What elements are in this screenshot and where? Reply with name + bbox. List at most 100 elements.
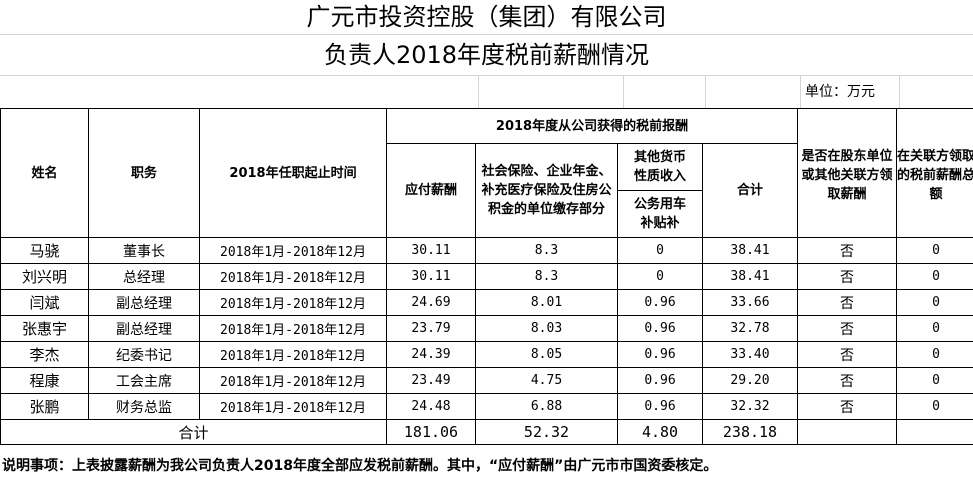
header-car: 公务用车补贴补 (617, 190, 703, 238)
header-name: 姓名 (0, 108, 89, 238)
table-row: 程康 工会主席 2018年1月-2018年12月 23.49 4.75 0.96 29.20… (0, 367, 973, 394)
cell-sum: 29.20 (702, 367, 798, 394)
cell-salary: 24.48 (386, 393, 476, 420)
cell-term: 2018年1月-2018年12月 (199, 367, 387, 394)
cell-salary: 30.11 (386, 237, 476, 264)
table-row: 张鹏 财务总监 2018年1月-2018年12月 24.48 6.88 0.96 32.32… (0, 393, 973, 420)
unit-row: 单位：万元 (0, 76, 973, 108)
cell-shareholder: 否 (797, 289, 897, 316)
header-group: 2018年度从公司获得的税前报酬 (386, 108, 798, 144)
header-other: 其他货币性质收入 (617, 143, 703, 191)
cell-sum: 38.41 (702, 263, 798, 290)
cell-name: 李杰 (0, 341, 89, 368)
cell-salary: 24.69 (386, 289, 476, 316)
header-shareholder: 是否在股东单位或其他关联方领取薪酬 (797, 108, 897, 238)
cell-term: 2018年1月-2018年12月 (199, 393, 387, 420)
cell-related: 0 (896, 237, 973, 264)
cell-car: 0.96 (617, 393, 703, 420)
cell-position: 工会主席 (88, 367, 200, 394)
cell-term: 2018年1月-2018年12月 (199, 289, 387, 316)
cell-name: 程康 (0, 367, 89, 394)
unit-label: 单位：万元 (805, 84, 875, 100)
total-related (896, 419, 973, 445)
table-row: 张惠宇 副总经理 2018年1月-2018年12月 23.79 8.03 0.96 32.7… (0, 315, 973, 342)
cell-related: 0 (896, 367, 973, 394)
total-row: 合计 181.06 52.32 4.80 238.18 (0, 419, 973, 445)
total-social: 52.32 (475, 419, 618, 445)
cell-car: 0 (617, 237, 703, 264)
cell-salary: 23.79 (386, 315, 476, 342)
cell-name: 张惠宇 (0, 315, 89, 342)
header-sum: 合计 (702, 143, 798, 238)
gridline (800, 76, 801, 108)
cell-shareholder: 否 (797, 315, 897, 342)
cell-related: 0 (896, 393, 973, 420)
gridline (478, 76, 479, 108)
header-position: 职务 (88, 108, 200, 238)
cell-position: 副总经理 (88, 289, 200, 316)
cell-social: 8.3 (475, 237, 618, 264)
cell-position: 财务总监 (88, 393, 200, 420)
cell-term: 2018年1月-2018年12月 (199, 315, 387, 342)
page-title: 广元市投资控股（集团）有限公司 (0, 0, 973, 35)
salary-table: 姓名 职务 2018年任职起止时间 2018年度从公司获得的税前报酬 是否在股东… (0, 108, 973, 445)
cell-sum: 32.78 (702, 315, 798, 342)
cell-salary: 23.49 (386, 367, 476, 394)
cell-name: 刘兴明 (0, 263, 89, 290)
cell-car: 0.96 (617, 289, 703, 316)
total-shareholder (797, 419, 897, 445)
table-row: 李杰 纪委书记 2018年1月-2018年12月 24.39 8.05 0.96 33.40… (0, 341, 973, 368)
total-label: 合计 (0, 419, 387, 445)
cell-shareholder: 否 (797, 393, 897, 420)
cell-social: 8.03 (475, 315, 618, 342)
cell-social: 4.75 (475, 367, 618, 394)
cell-term: 2018年1月-2018年12月 (199, 263, 387, 290)
cell-related: 0 (896, 289, 973, 316)
cell-social: 8.05 (475, 341, 618, 368)
total-salary: 181.06 (386, 419, 476, 445)
cell-shareholder: 否 (797, 367, 897, 394)
gridline (623, 76, 624, 108)
gridline (899, 76, 900, 108)
header-social: 社会保险、企业年金、补充医疗保险及住房公积金的单位缴存部分 (475, 143, 618, 238)
page-subtitle: 负责人2018年度税前薪酬情况 (0, 35, 973, 76)
cell-position: 董事长 (88, 237, 200, 264)
total-car: 4.80 (617, 419, 703, 445)
gridline (705, 76, 706, 108)
cell-related: 0 (896, 263, 973, 290)
cell-position: 副总经理 (88, 315, 200, 342)
cell-shareholder: 否 (797, 237, 897, 264)
cell-related: 0 (896, 341, 973, 368)
cell-social: 8.01 (475, 289, 618, 316)
cell-sum: 33.40 (702, 341, 798, 368)
cell-position: 纪委书记 (88, 341, 200, 368)
cell-position: 总经理 (88, 263, 200, 290)
cell-term: 2018年1月-2018年12月 (199, 341, 387, 368)
table-row: 刘兴明 总经理 2018年1月-2018年12月 30.11 8.3 0 38.41 否 0 (0, 263, 973, 290)
cell-car: 0.96 (617, 315, 703, 342)
cell-car: 0.96 (617, 367, 703, 394)
total-sum: 238.18 (702, 419, 798, 445)
cell-shareholder: 否 (797, 263, 897, 290)
cell-sum: 32.32 (702, 393, 798, 420)
cell-sum: 33.66 (702, 289, 798, 316)
table-row: 闫斌 副总经理 2018年1月-2018年12月 24.69 8.01 0.96 33.66… (0, 289, 973, 316)
cell-term: 2018年1月-2018年12月 (199, 237, 387, 264)
cell-salary: 24.39 (386, 341, 476, 368)
cell-name: 闫斌 (0, 289, 89, 316)
cell-social: 6.88 (475, 393, 618, 420)
cell-related: 0 (896, 315, 973, 342)
header-salary: 应付薪酬 (386, 143, 476, 238)
header-term: 2018年任职起止时间 (199, 108, 387, 238)
cell-car: 0 (617, 263, 703, 290)
table-row: 马骁 董事长 2018年1月-2018年12月 30.11 8.3 0 38.41 否 0 (0, 237, 973, 264)
cell-social: 8.3 (475, 263, 618, 290)
footnote: 说明事项：上表披露薪酬为我公司负责人2018年度全部应发税前薪酬。其中，“应付薪… (2, 458, 718, 474)
cell-car: 0.96 (617, 341, 703, 368)
cell-name: 张鹏 (0, 393, 89, 420)
cell-sum: 38.41 (702, 237, 798, 264)
cell-name: 马骁 (0, 237, 89, 264)
cell-salary: 30.11 (386, 263, 476, 290)
cell-shareholder: 否 (797, 341, 897, 368)
header-related: 在关联方领取的税前薪酬总额 (896, 108, 973, 238)
